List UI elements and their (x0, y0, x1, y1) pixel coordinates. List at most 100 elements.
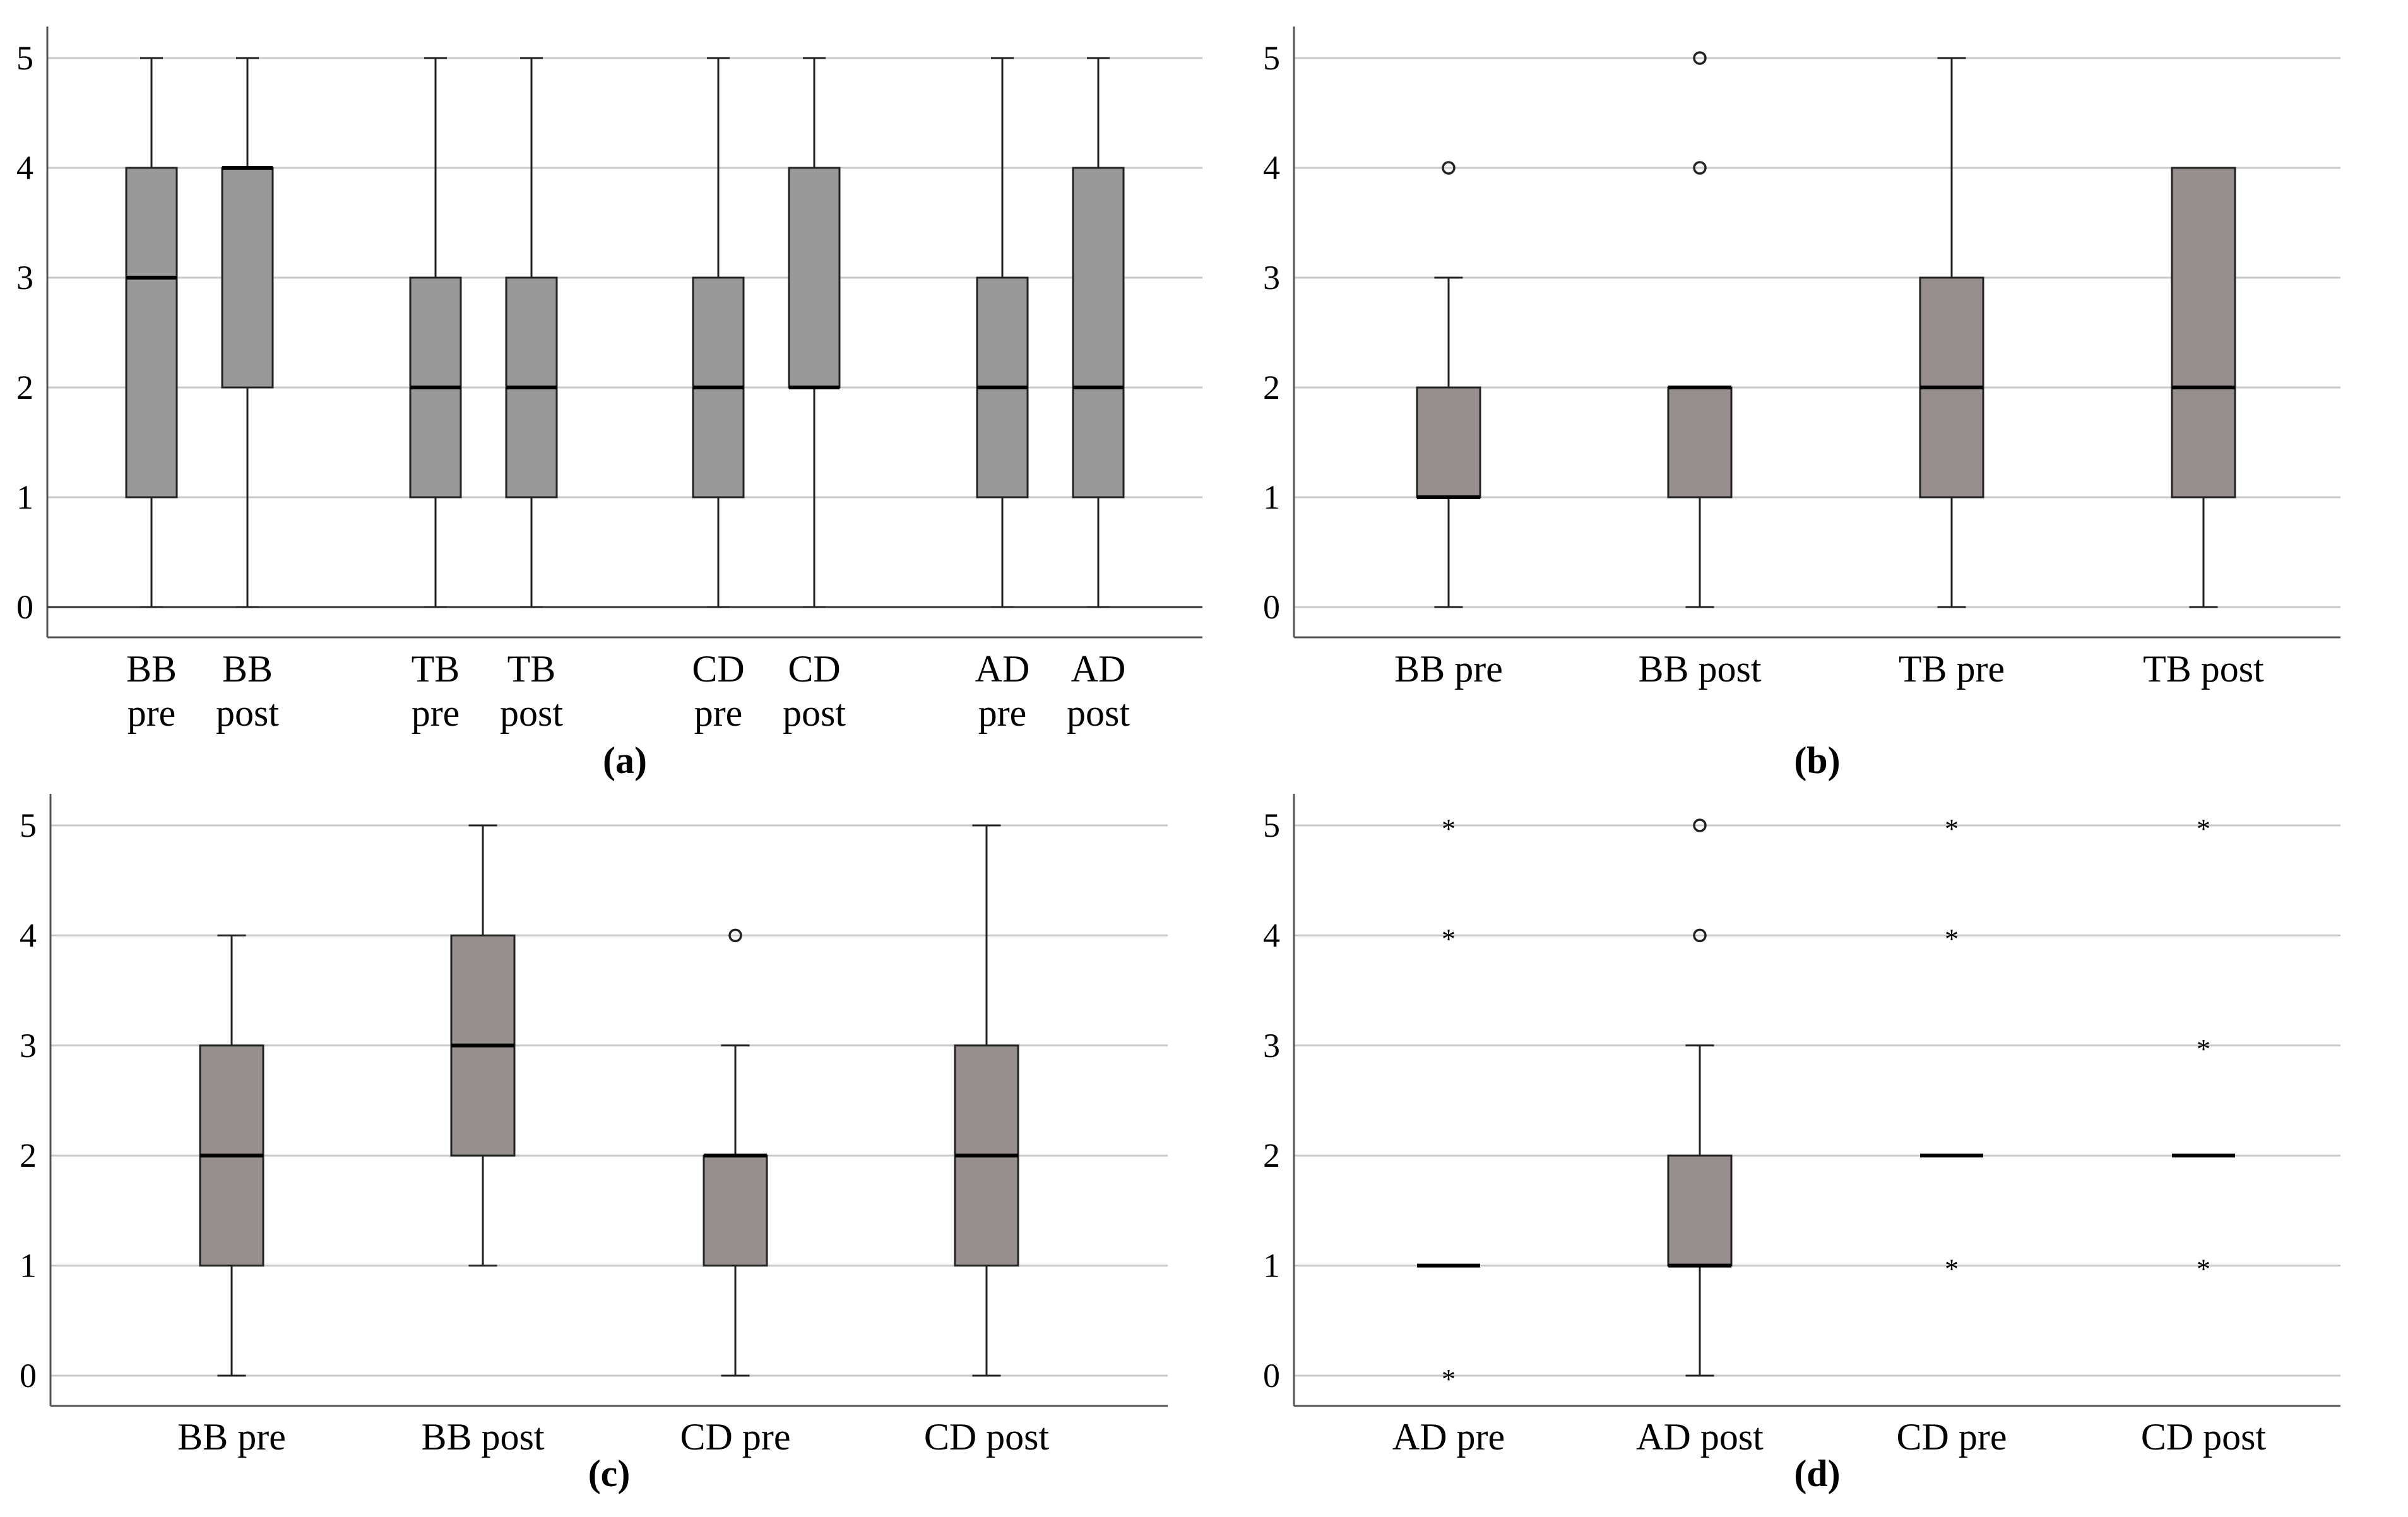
panel-label: (b) (1794, 740, 1840, 781)
box-cd-post (954, 824, 1019, 1377)
x-category-label: pre (412, 692, 460, 734)
iqr-box (125, 167, 178, 499)
outlier-point (1693, 928, 1707, 943)
iqr-box (703, 1154, 768, 1267)
panel-b: 0 1 2 3 4 5 BB pre BB post TB pre TB post (b) (1263, 27, 2340, 781)
y-tick-label: 4 (16, 149, 33, 187)
y-tick-label: 0 (1263, 1357, 1280, 1395)
x-category-label: AD post (1636, 1416, 1764, 1458)
box-cd-pre (703, 928, 768, 1377)
box-cd-pre (692, 57, 745, 608)
iqr-box (2171, 167, 2236, 499)
box-cd-post: * * * (2172, 813, 2235, 1285)
extreme-point: * (2197, 1254, 2210, 1285)
outlier-point (1693, 818, 1707, 832)
x-category-label: BB pre (1394, 648, 1503, 690)
x-category-label: BB (222, 648, 273, 690)
panel-label: (a) (603, 740, 647, 781)
x-category-label: BB post (1638, 648, 1761, 690)
y-tick-label: 3 (16, 259, 33, 297)
y-tick-label: 1 (20, 1247, 37, 1285)
outlier-point (1442, 161, 1456, 175)
box-bb-post (450, 824, 516, 1267)
y-tick-label: 0 (1263, 588, 1280, 626)
outlier-point (1693, 51, 1707, 65)
box-tb-pre (409, 57, 462, 608)
x-category-label: CD (692, 648, 744, 690)
box-tb-post (2171, 167, 2236, 608)
box-bb-post (1667, 51, 1733, 608)
y-tick-label: 3 (1263, 1027, 1280, 1065)
x-category-label: CD pre (1897, 1416, 2007, 1458)
iqr-box (221, 167, 274, 389)
panel-label: (d) (1794, 1453, 1840, 1494)
panel-d: 0 1 2 3 4 5 * * * AD pre AD post * * * CD pre * * * CD pos… (1263, 794, 2340, 1494)
y-tick-label: 2 (1263, 1136, 1280, 1174)
y-tick-label: 4 (1263, 916, 1280, 954)
box-cd-pre: * * * (1920, 813, 1983, 1285)
iqr-box (1416, 386, 1481, 499)
y-tick-label: 2 (1263, 369, 1280, 406)
x-category-label: AD pre (1392, 1416, 1505, 1458)
y-tick-label: 0 (16, 588, 33, 626)
box-cd-post (788, 57, 841, 608)
iqr-box (1667, 1154, 1733, 1267)
y-tick-label: 1 (1263, 478, 1280, 516)
x-category-label: AD (975, 648, 1030, 690)
x-category-label: CD (788, 648, 840, 690)
x-category-label: post (500, 692, 563, 734)
y-tick-label: 4 (20, 916, 37, 954)
extreme-point: * (1945, 923, 1959, 954)
box-tb-post (505, 57, 558, 608)
x-category-label: BB post (421, 1416, 544, 1458)
x-category-label: post (783, 692, 846, 734)
box-bb-post (221, 57, 274, 608)
x-category-label: BB (126, 648, 177, 690)
y-tick-label: 1 (16, 478, 33, 516)
x-category-label: BB pre (177, 1416, 286, 1458)
iqr-box (1667, 386, 1733, 499)
x-category-label: pre (978, 692, 1027, 734)
x-category-label: TB pre (1899, 648, 2005, 690)
extreme-point: * (1442, 1364, 1456, 1395)
extreme-point: * (1945, 1254, 1959, 1285)
outlier-point (728, 928, 742, 943)
x-category-label: CD pre (680, 1416, 791, 1458)
y-tick-label: 2 (16, 369, 33, 406)
box-bb-pre (125, 57, 178, 608)
y-tick-label: 1 (1263, 1247, 1280, 1285)
x-category-label: TB (507, 648, 556, 690)
y-tick-label: 3 (1263, 259, 1280, 297)
box-bb-pre (1416, 161, 1481, 608)
iqr-box (1072, 167, 1125, 499)
extreme-point: * (2197, 813, 2210, 844)
y-tick-label: 3 (20, 1027, 37, 1065)
panel-c: 0 1 2 3 4 5 BB pre BB post CD pre CD post (c) (20, 794, 1168, 1494)
y-tick-label: 0 (20, 1357, 37, 1395)
box-ad-post (1667, 818, 1733, 1377)
y-tick-label: 2 (20, 1136, 37, 1174)
box-ad-pre (976, 57, 1029, 608)
x-category-label: CD post (924, 1416, 1050, 1458)
y-tick-label: 5 (1263, 39, 1280, 77)
panel-label: (c) (588, 1453, 631, 1494)
x-category-label: TB post (2143, 648, 2264, 690)
extreme-point: * (1442, 813, 1456, 844)
y-tick-label: 5 (1263, 806, 1280, 844)
y-tick-label: 4 (1263, 149, 1280, 187)
box-ad-pre: * * * (1417, 813, 1480, 1395)
iqr-box (788, 167, 841, 389)
extreme-point: * (1945, 813, 1959, 844)
x-category-label: pre (694, 692, 743, 734)
box-ad-post (1072, 57, 1125, 608)
y-tick-label: 5 (20, 806, 37, 844)
extreme-point: * (1442, 923, 1456, 954)
box-tb-pre (1919, 57, 1984, 608)
box-bb-pre (199, 934, 264, 1377)
x-category-label: pre (128, 692, 176, 734)
y-tick-label: 5 (16, 39, 33, 77)
panel-a: 012345BBpreBBpostTBpreTBpostCDpreCDpostA… (16, 27, 1202, 781)
x-category-label: AD (1071, 648, 1126, 690)
outlier-point (1693, 161, 1707, 175)
